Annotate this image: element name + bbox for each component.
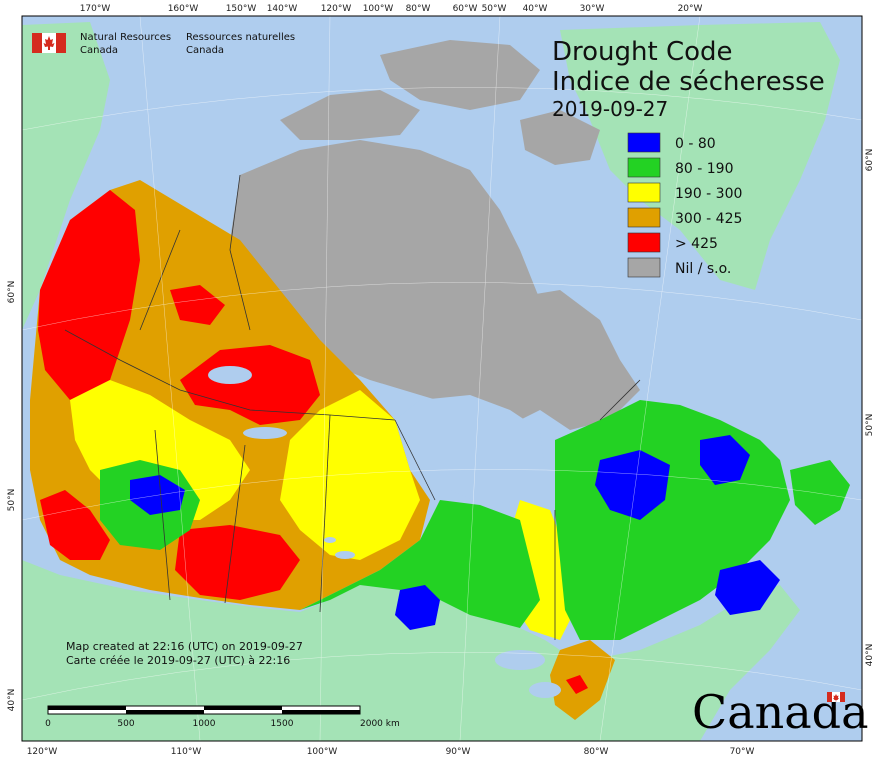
tick-bottom-4: 80°W <box>584 747 609 757</box>
scale-label-3: 1500 <box>271 719 294 729</box>
org-name-en-line2: Canada <box>80 45 118 56</box>
nrcan-signature: Natural Resources Canada Ressources natu… <box>32 32 295 56</box>
quebec-east-zone-blue <box>700 435 750 485</box>
alaska-land <box>22 22 110 330</box>
great-slave-zone-red <box>180 345 320 425</box>
ontario-zone-blue <box>395 585 440 630</box>
right-ticks: 60°N 50°N 40°N <box>865 149 875 667</box>
tick-top-4: 120°W <box>321 4 352 14</box>
legend-label-4: > 425 <box>675 236 718 252</box>
legend-label-3: 300 - 425 <box>675 211 742 227</box>
tick-top-7: 60°W <box>453 4 478 14</box>
graticule <box>22 16 862 741</box>
united-states-land <box>22 560 800 741</box>
scale-label-1: 500 <box>117 719 134 729</box>
lakes <box>208 366 561 698</box>
legend: 0 - 80 80 - 190 190 - 300 300 - 425 > 425 Nil… <box>627 132 742 278</box>
scale-label-0: 0 <box>45 719 51 729</box>
provincial-borders <box>64 174 641 640</box>
scale-label-4: 2000 km <box>360 719 400 729</box>
tick-bottom-5: 70°W <box>730 747 755 757</box>
canada-wordmark: Canada <box>692 685 869 739</box>
canada-flag-icon <box>32 33 66 53</box>
credit-en: Map created at 22:16 (UTC) on 2019-09-27 <box>66 640 303 653</box>
tick-bottom-3: 90°W <box>446 747 471 757</box>
org-name-fr-line2: Canada <box>186 45 224 56</box>
tick-right-0: 60°N <box>865 149 875 172</box>
tick-left-1: 50°N <box>7 489 17 512</box>
scale-label-2: 1000 <box>193 719 216 729</box>
legend-swatch-2 <box>627 182 661 203</box>
maritimes-zone-blue <box>715 560 780 615</box>
tick-top-11: 20°W <box>678 4 703 14</box>
maritimes-zone-green <box>790 460 850 525</box>
legend-swatch-1 <box>627 157 661 178</box>
southern-ontario-patch-red <box>566 675 588 694</box>
legend-label-1: 80 - 190 <box>675 161 734 177</box>
tick-bottom-2: 100°W <box>307 747 338 757</box>
legend-swatch-4 <box>627 232 661 253</box>
legend-label-5: Nil / s.o. <box>675 261 731 277</box>
left-ticks: 60°N 50°N 40°N <box>7 281 17 712</box>
legend-swatch-0 <box>627 132 661 153</box>
tick-top-8: 50°W <box>482 4 507 14</box>
bc-coast-zone-red <box>40 490 110 560</box>
quebec-zone-blue <box>595 450 670 520</box>
legend-label-0: 0 - 80 <box>675 136 716 152</box>
top-ticks: 170°W 160°W 150°W 140°W 120°W 100°W 80°W… <box>80 4 703 14</box>
org-name-en-line1: Natural Resources <box>80 32 171 43</box>
tick-bottom-0: 120°W <box>27 747 58 757</box>
tick-top-2: 150°W <box>226 4 257 14</box>
tick-top-1: 160°W <box>168 4 199 14</box>
map-title-en: Drought Code <box>552 37 733 67</box>
alberta-south-zone-red <box>175 525 300 600</box>
tick-top-0: 170°W <box>80 4 111 14</box>
credit-fr: Carte créée le 2019-09-27 (UTC) à 22:16 <box>66 654 290 667</box>
tick-top-9: 40°W <box>523 4 548 14</box>
tick-top-5: 100°W <box>363 4 394 14</box>
ontario-zone-green <box>300 500 540 628</box>
legend-swatch-3 <box>627 207 661 228</box>
greenland-land <box>560 22 840 290</box>
yukon-patch-red <box>170 285 225 325</box>
map-date: 2019-09-27 <box>552 97 668 121</box>
map-title-fr: Indice de sécheresse <box>552 67 825 97</box>
legend-label-2: 190 - 300 <box>675 186 742 202</box>
wordmark-flag-icon <box>827 692 845 702</box>
scale-bar: 0 500 1000 1500 2000 km <box>45 705 400 729</box>
tick-right-2: 40°N <box>865 644 875 667</box>
tick-top-6: 80°W <box>406 4 431 14</box>
tick-right-1: 50°N <box>865 414 875 437</box>
tick-top-10: 30°W <box>580 4 605 14</box>
bottom-ticks: 120°W 110°W 100°W 90°W 80°W 70°W <box>27 747 755 757</box>
map-frame <box>21 15 863 742</box>
tick-left-0: 60°N <box>7 281 17 304</box>
org-name-fr-line1: Ressources naturelles <box>186 32 295 43</box>
hudson-bay <box>395 395 545 505</box>
tick-top-3: 140°W <box>267 4 298 14</box>
northwest-zone-red <box>38 190 140 400</box>
legend-swatch-5 <box>627 257 661 278</box>
central-zone-yellow <box>280 390 420 560</box>
tick-bottom-1: 110°W <box>171 747 202 757</box>
tick-left-2: 40°N <box>7 689 17 712</box>
